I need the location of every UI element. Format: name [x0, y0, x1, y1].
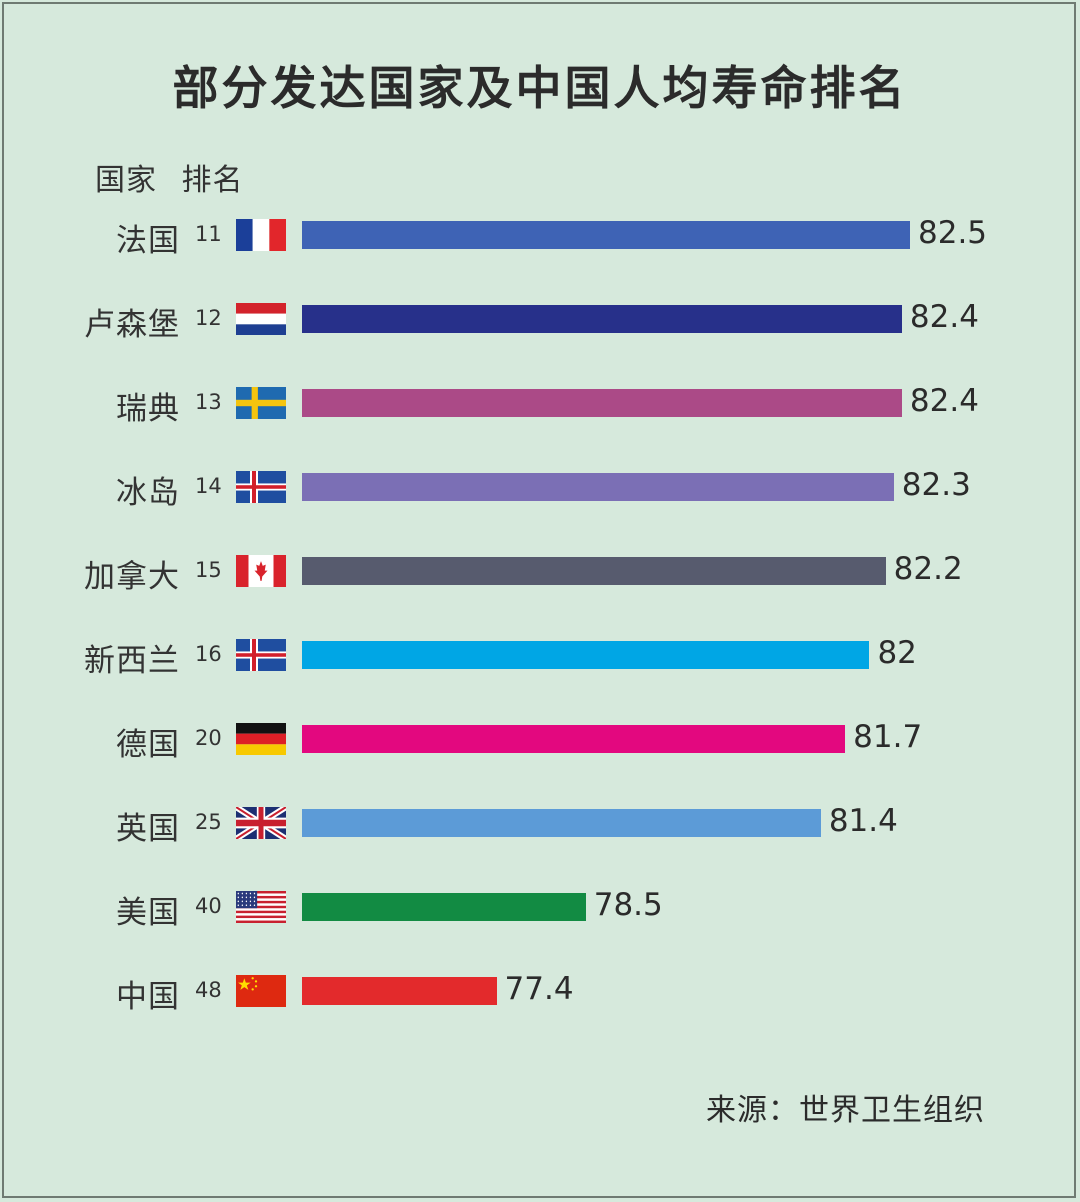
bar — [302, 389, 902, 417]
iceland-flag-icon — [236, 639, 286, 671]
rank-label: 48 — [195, 978, 222, 1002]
chart-title: 部分发达国家及中国人均寿命排名 — [172, 61, 908, 115]
country-column-header: 国家 — [95, 163, 157, 198]
value-label: 77.4 — [504, 971, 574, 1007]
country-label: 美国 — [116, 895, 180, 931]
netherlands-style-flag-icon — [236, 303, 286, 335]
uk-flag-icon — [234, 804, 288, 842]
value-label: 82.5 — [918, 215, 988, 251]
bar — [302, 473, 894, 501]
bar — [302, 893, 586, 921]
rank-label: 40 — [195, 894, 222, 918]
country-label: 瑞典 — [116, 391, 180, 427]
rank-label: 25 — [195, 810, 222, 834]
bar — [302, 809, 821, 837]
country-label: 加拿大 — [84, 559, 180, 595]
country-label: 德国 — [116, 727, 180, 763]
country-label: 英国 — [116, 811, 180, 847]
rank-label: 11 — [195, 222, 222, 246]
value-label: 82.4 — [909, 299, 979, 335]
rank-column-header: 排名 — [181, 163, 244, 198]
bar — [302, 725, 846, 753]
bar — [302, 557, 886, 585]
value-label: 82.2 — [893, 551, 963, 587]
bar — [302, 977, 497, 1005]
bar — [302, 221, 910, 249]
value-label: 82 — [877, 635, 917, 671]
rank-label: 20 — [195, 726, 222, 750]
rank-label: 14 — [195, 474, 222, 498]
usa-flag-icon — [236, 891, 286, 923]
sweden-flag-icon — [236, 387, 286, 419]
country-label: 中国 — [116, 979, 180, 1015]
iceland-flag-icon — [236, 471, 286, 503]
column-header: 国家 排名 — [95, 155, 244, 199]
value-label: 81.4 — [828, 803, 898, 839]
france-flag-icon — [236, 219, 286, 251]
germany-flag-icon — [236, 723, 286, 755]
source-note: 来源：世界卫生组织 — [706, 1093, 985, 1128]
value-label: 78.5 — [593, 887, 663, 923]
value-label: 82.4 — [909, 383, 979, 419]
china-flag-icon — [236, 975, 286, 1007]
value-label: 81.7 — [853, 719, 923, 755]
rank-label: 13 — [195, 390, 222, 414]
bar — [302, 305, 902, 333]
country-label: 卢森堡 — [84, 307, 180, 343]
canada-flag-icon — [236, 555, 286, 587]
value-label: 82.3 — [901, 467, 971, 503]
rank-label: 16 — [195, 642, 222, 666]
bar — [302, 641, 870, 669]
rank-label: 12 — [195, 306, 222, 330]
rank-label: 15 — [195, 558, 222, 582]
country-label: 新西兰 — [84, 643, 180, 679]
country-label: 法国 — [116, 223, 180, 259]
country-label: 冰岛 — [116, 475, 180, 511]
